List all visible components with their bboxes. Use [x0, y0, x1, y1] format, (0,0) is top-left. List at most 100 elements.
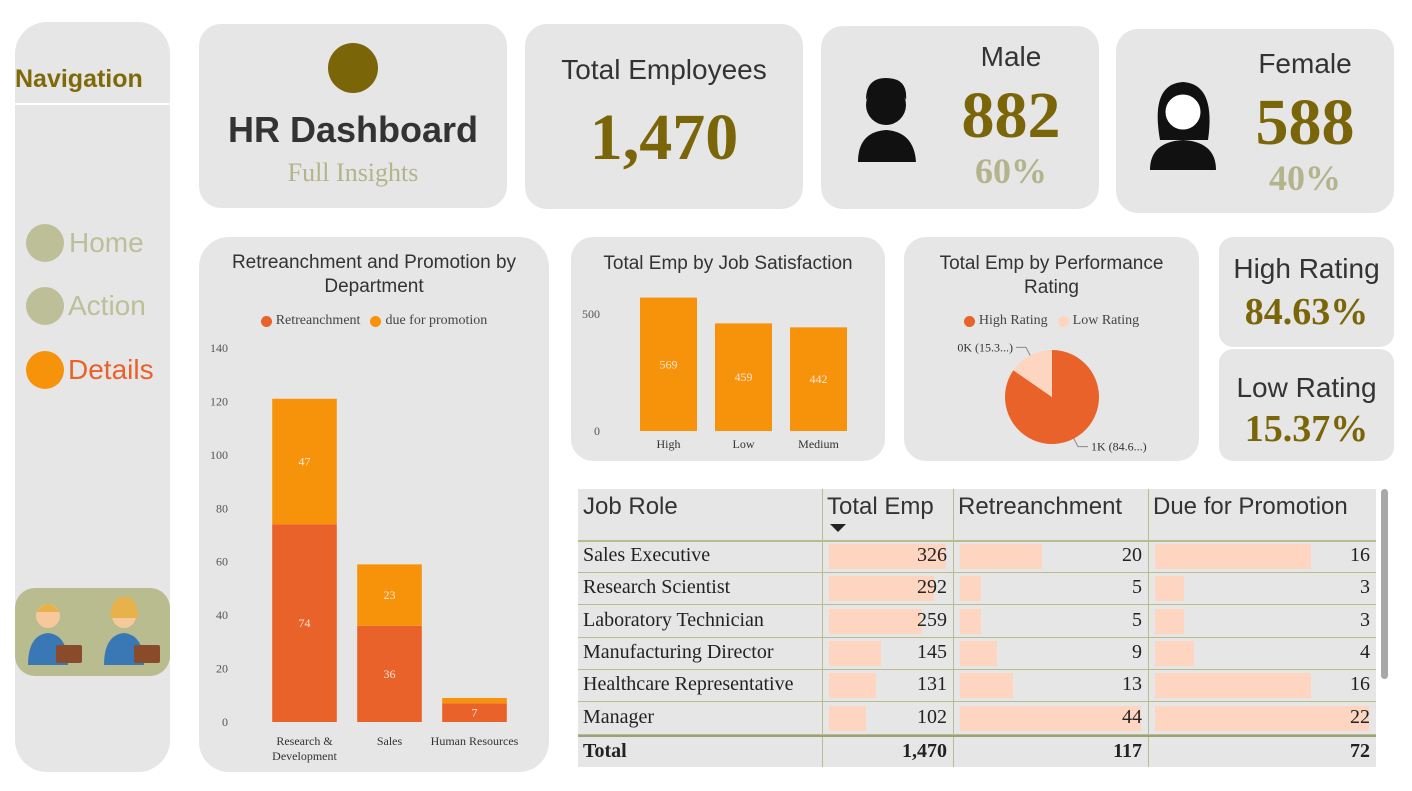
data-bar — [960, 673, 1014, 699]
y-tick-label: 80 — [216, 501, 228, 515]
value-label: 569 — [660, 357, 678, 371]
y-tick-label: 0 — [594, 424, 600, 438]
table-cell: Manufacturing Director — [583, 640, 774, 663]
bar-segment — [357, 625, 422, 722]
table-cell: Sales Executive — [583, 544, 711, 566]
leader-line — [1015, 346, 1031, 356]
table-cell: 4 — [1360, 640, 1370, 663]
column-header[interactable]: Retreanchment — [958, 493, 1123, 520]
pie-slice — [1004, 350, 1099, 444]
male-card — [821, 26, 1099, 209]
nav-dot[interactable] — [26, 224, 64, 262]
table-rule — [578, 604, 1376, 606]
nav-item[interactable]: Home — [69, 227, 144, 258]
total-cell: Total — [583, 740, 627, 762]
data-bar — [1155, 544, 1311, 569]
y-tick-label: 120 — [210, 394, 228, 408]
data-bar — [960, 640, 998, 666]
x-tick-label: Human Resources — [430, 734, 519, 748]
x-tick-label: Sales — [376, 734, 403, 748]
table-rule — [822, 489, 823, 767]
kpi-label: Total Employees — [561, 54, 767, 85]
nav-dot[interactable] — [26, 351, 64, 389]
nav-divider — [15, 103, 170, 105]
kpi-label: Male — [980, 41, 1042, 72]
table-cell: 44 — [1122, 705, 1142, 728]
nav-dot[interactable] — [26, 287, 64, 325]
table-rule — [578, 733, 1376, 735]
value-label: 23 — [384, 588, 396, 602]
data-bar — [1155, 705, 1369, 731]
data-bar — [960, 705, 1141, 731]
column-header[interactable]: Total Emp — [827, 493, 934, 520]
data-bar — [829, 673, 876, 699]
male-icon — [858, 78, 916, 162]
bar — [640, 297, 697, 431]
data-bar — [1155, 640, 1194, 666]
people-illustration — [28, 596, 160, 665]
table-cell: 5 — [1132, 608, 1142, 631]
column-header[interactable]: Job Role — [583, 493, 678, 520]
chart-title: Total Emp by Performance Rating — [939, 253, 1164, 298]
legend-item: due for promotion — [370, 313, 487, 329]
chart-title: Total Emp by Job Satisfaction — [603, 253, 853, 274]
table-rule — [578, 572, 1376, 573]
legend-label: High Rating — [978, 313, 1048, 328]
bar-segment — [357, 564, 422, 626]
nav-item[interactable]: Details — [68, 354, 154, 385]
table-cell: 292 — [917, 576, 947, 599]
kpi-share: 40% — [1269, 158, 1341, 198]
legend-label: Low Rating — [1072, 313, 1140, 328]
total-cell: 72 — [1350, 740, 1370, 762]
x-tick-label: Research & Development — [272, 734, 337, 763]
legend: Retreanchment due for promotion — [199, 313, 549, 329]
total-cell: 1,470 — [902, 740, 947, 762]
table-cell: 145 — [917, 640, 947, 663]
legend-swatch — [1057, 315, 1069, 327]
kpi-label: Female — [1258, 48, 1352, 79]
table-cell: Laboratory Technician — [583, 608, 764, 631]
x-tick-label: Medium — [798, 437, 839, 451]
column-header[interactable]: Due for Promotion — [1153, 493, 1348, 520]
table-cell: Manager — [583, 705, 655, 728]
scrollbar[interactable] — [1381, 489, 1388, 679]
table-cell: 16 — [1350, 673, 1370, 696]
bar-segment — [442, 697, 507, 704]
y-tick-label: 500 — [582, 307, 600, 321]
y-tick-label: 40 — [216, 608, 228, 622]
table-cell: 326 — [917, 544, 947, 566]
table-cell: 22 — [1350, 705, 1370, 728]
data-bar — [829, 640, 882, 666]
y-tick-label: 0 — [222, 715, 228, 729]
value-label: 0K (15.3...) — [957, 340, 1013, 354]
table-cell: 13 — [1122, 673, 1142, 696]
pie-slice — [1013, 349, 1052, 397]
value-label: 7 — [472, 706, 478, 720]
table-cell: 16 — [1350, 544, 1370, 566]
legend-swatch — [260, 315, 272, 327]
leader-line — [1073, 438, 1089, 448]
value-label: 47 — [299, 455, 311, 469]
bar-segment — [272, 524, 337, 722]
value-label: 442 — [810, 372, 828, 386]
table-rule — [953, 489, 954, 767]
total-card — [525, 24, 803, 209]
logo-dot — [328, 43, 378, 93]
table-rule — [578, 701, 1376, 703]
table-rule — [578, 668, 1376, 670]
data-bar — [1155, 608, 1185, 634]
bar-segment — [272, 398, 337, 525]
nav-title: Navigation — [15, 65, 143, 93]
sort-arrow[interactable] — [830, 524, 846, 532]
data-bar — [960, 544, 1043, 569]
nav-item[interactable]: Action — [68, 290, 146, 321]
table-cell: Healthcare Representative — [583, 673, 794, 696]
legend-label: due for promotion — [385, 313, 488, 328]
legend-label: Retreanchment — [275, 313, 361, 328]
kpi-label: Low Rating — [1236, 372, 1377, 403]
y-tick-label: 140 — [210, 341, 228, 355]
y-tick-label: 60 — [216, 555, 228, 569]
data-bar — [1155, 576, 1185, 602]
table-cell: 20 — [1122, 544, 1142, 566]
